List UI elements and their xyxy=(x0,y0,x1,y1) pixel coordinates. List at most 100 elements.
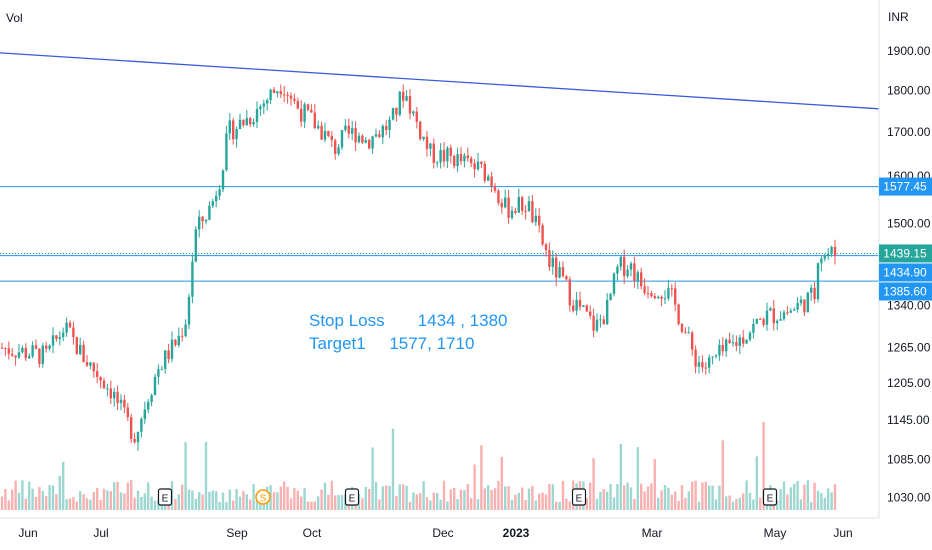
candle-body xyxy=(24,347,27,359)
candle-body xyxy=(803,299,806,313)
candle-body xyxy=(85,362,89,366)
volume-bar xyxy=(187,489,191,510)
candle-body xyxy=(718,345,721,356)
volume-bar xyxy=(725,496,728,510)
volume-bar xyxy=(113,482,116,510)
volume-bar xyxy=(153,500,157,510)
volume-bar xyxy=(759,497,762,510)
candle-body xyxy=(810,287,813,293)
trend-line xyxy=(0,52,880,110)
volume-bar xyxy=(595,498,599,510)
split-event-marker[interactable] xyxy=(255,489,271,505)
candle-body xyxy=(126,407,129,418)
candle-body xyxy=(38,348,41,364)
candle-body xyxy=(351,128,354,134)
volume-bar xyxy=(466,483,469,510)
volume-bar xyxy=(653,459,656,510)
price-label-bg xyxy=(879,282,932,301)
earnings-event-marker[interactable] xyxy=(157,488,173,506)
volume-bar xyxy=(772,501,775,510)
candle-body xyxy=(181,335,184,337)
volume-bar xyxy=(303,488,306,510)
candle-body xyxy=(269,89,272,101)
x-tick-label: Sep xyxy=(226,526,248,540)
candle-body xyxy=(102,380,106,389)
candle-body xyxy=(174,339,177,346)
volume-bar xyxy=(612,497,616,510)
candle-body xyxy=(813,287,816,300)
candle-body xyxy=(194,229,197,262)
candle-body xyxy=(28,356,31,359)
candle-body xyxy=(225,133,228,171)
y-tick-label: 1340.00 xyxy=(887,298,931,312)
candle-body xyxy=(657,296,660,299)
candle-body xyxy=(4,348,7,350)
candle-body xyxy=(17,352,21,358)
volume-bar xyxy=(738,497,741,510)
volume-bar xyxy=(140,496,143,510)
candle-body xyxy=(653,296,656,299)
candle-body xyxy=(476,161,480,170)
candle-body xyxy=(55,335,58,339)
earnings-event-marker[interactable] xyxy=(344,488,360,506)
candle-body xyxy=(378,134,381,138)
earnings-event-marker[interactable] xyxy=(571,488,587,506)
volume-bar xyxy=(524,500,527,510)
candle-body xyxy=(487,176,490,181)
volume-bar xyxy=(606,491,609,510)
candle-body xyxy=(306,104,310,110)
volume-bar xyxy=(473,464,476,510)
volume-bar xyxy=(55,494,58,510)
volume-bar xyxy=(327,494,330,510)
candle-body xyxy=(592,315,595,331)
volume-bar xyxy=(28,481,31,510)
y-axis-ticks: 1900.001800.001700.001600.001500.001340.… xyxy=(887,44,931,504)
volume-bar xyxy=(456,499,459,510)
volume-bar xyxy=(147,482,150,510)
candle-body xyxy=(398,91,401,115)
earnings-event-marker[interactable] xyxy=(762,488,778,506)
volume-bar xyxy=(289,498,293,510)
volume-bar xyxy=(592,458,595,510)
volume-bar xyxy=(711,485,714,510)
candle-body xyxy=(296,100,299,109)
volume-bar xyxy=(626,482,629,510)
candle-body xyxy=(793,309,796,311)
y-tick-label: 1800.00 xyxy=(887,83,931,97)
volume-bar xyxy=(544,494,548,510)
volume-bar xyxy=(538,493,541,510)
candle-body xyxy=(130,417,133,439)
candle-body xyxy=(789,310,792,313)
volume-bar xyxy=(487,485,490,510)
candle-body xyxy=(310,109,313,113)
volume-bar xyxy=(796,480,799,510)
candle-body xyxy=(191,261,194,297)
candle-body xyxy=(228,120,231,134)
volume-bar xyxy=(439,499,442,510)
volume-bar xyxy=(116,481,119,510)
volume-bar xyxy=(398,484,401,510)
candle-body xyxy=(337,147,340,154)
candle-body xyxy=(738,337,741,346)
volume-bar xyxy=(609,483,612,510)
volume-bar xyxy=(483,488,486,510)
volume-bar xyxy=(684,498,687,510)
volume-bar xyxy=(425,497,429,510)
volume-bar xyxy=(245,494,248,510)
volume-bar xyxy=(507,486,510,510)
volume-bar xyxy=(463,490,466,510)
volume-bar xyxy=(616,484,619,510)
volume-bar xyxy=(106,490,109,510)
volume-bar xyxy=(334,495,337,510)
volume-bar xyxy=(602,489,605,510)
x-tick-label: Oct xyxy=(303,526,322,540)
candle-body xyxy=(34,345,38,349)
volume-bar xyxy=(388,486,391,510)
candle-body xyxy=(677,304,680,324)
candle-body xyxy=(58,337,61,339)
volume-bar xyxy=(589,482,592,510)
volume-bar xyxy=(238,496,242,510)
volume-bar xyxy=(38,487,41,510)
candle-body xyxy=(347,125,350,134)
volume-bar xyxy=(133,497,136,510)
